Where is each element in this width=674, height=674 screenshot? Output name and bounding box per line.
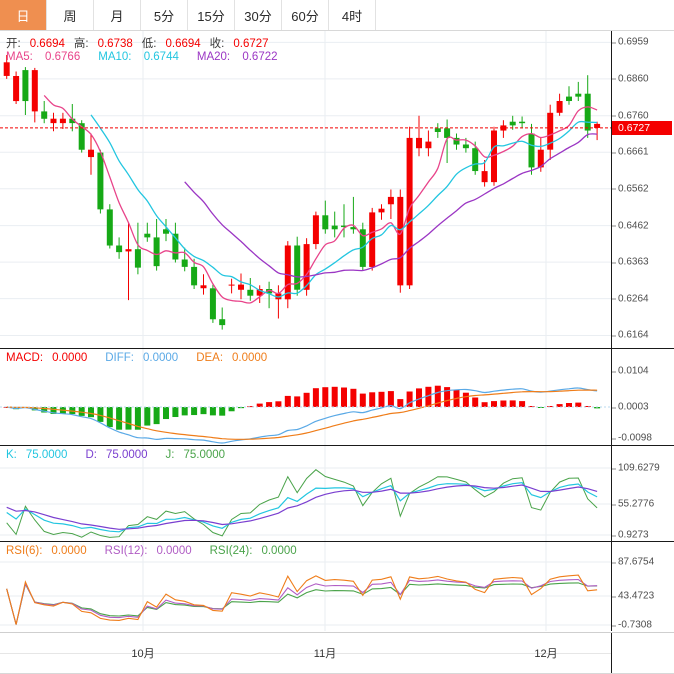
date-axis: 10月 11月 12月 <box>0 632 674 674</box>
tab-15min[interactable]: 15分 <box>188 0 235 30</box>
date-label-1: 11月 <box>313 648 337 660</box>
panel-divider-2 <box>0 445 674 446</box>
period-tab-bar: 日周月 5分 15分 30分 60分 4时 <box>0 0 674 31</box>
date-axis-rule <box>0 653 611 654</box>
tab-week[interactable]: 周 <box>47 0 94 30</box>
price-axis-tick-8: 0.6164 <box>612 330 649 341</box>
tab-60min[interactable]: 60分 <box>282 0 329 30</box>
price-axis-tick-4: 0.6562 <box>612 183 649 194</box>
date-axis-right-gutter <box>611 633 674 673</box>
rsi-panel[interactable]: 87.6754 43.4723 -0.7308 RSI(6): 0.0000 RSI(1… <box>0 542 674 631</box>
date-label-0: 10月 <box>131 648 155 660</box>
kdj-svg <box>0 446 611 541</box>
panel-divider-3 <box>0 541 674 542</box>
macd-tick-2: -0.0098 <box>612 433 652 444</box>
macd-panel[interactable]: 0.0104 0.0003 -0.0098 MACD: 0.0000 DIFF: 0.00… <box>0 349 674 445</box>
candlestick-panel[interactable]: 0.6959 0.6860 0.6760 0.6661 0.6562 0.6462 0.63… <box>0 31 674 348</box>
rsi-plot-area[interactable] <box>0 542 611 631</box>
kdj-tick-0: 109.6279 <box>612 463 660 474</box>
price-axis-tick-0: 0.6959 <box>612 37 649 48</box>
macd-svg <box>0 349 611 445</box>
price-axis-tick-7: 0.6264 <box>612 293 649 304</box>
tab-5min[interactable]: 5分 <box>141 0 188 30</box>
rsi-axis: 87.6754 43.4723 -0.7308 <box>611 542 674 631</box>
rsi-tick-2: -0.7308 <box>612 620 652 631</box>
price-axis-tick-3: 0.6661 <box>612 147 649 158</box>
rsi-tick-0: 87.6754 <box>612 557 654 568</box>
macd-tick-1: 0.0003 <box>612 402 649 413</box>
macd-plot-area[interactable] <box>0 349 611 445</box>
kdj-tick-2: 0.9273 <box>612 530 649 541</box>
tab-4hour[interactable]: 4时 <box>329 0 376 30</box>
price-axis: 0.6959 0.6860 0.6760 0.6661 0.6562 0.6462 0.63… <box>611 31 674 348</box>
candlestick-plot-area[interactable] <box>0 31 611 348</box>
rsi-tick-1: 43.4723 <box>612 591 654 602</box>
macd-tick-0: 0.0104 <box>612 366 649 377</box>
candlestick-svg <box>0 31 611 348</box>
current-price-badge: 0.6727 <box>612 120 672 135</box>
tab-month[interactable]: 月 <box>94 0 141 30</box>
rsi-svg <box>0 542 611 631</box>
tab-30min[interactable]: 30分 <box>235 0 282 30</box>
macd-axis: 0.0104 0.0003 -0.0098 <box>611 349 674 445</box>
price-axis-tick-5: 0.6462 <box>612 220 649 231</box>
price-axis-tick-2: 0.6760 <box>612 110 649 121</box>
kdj-tick-1: 55.2776 <box>612 499 654 510</box>
panel-divider-1 <box>0 348 674 349</box>
kdj-axis: 109.6279 55.2776 0.9273 <box>611 446 674 541</box>
kdj-panel[interactable]: 109.6279 55.2776 0.9273 K: 75.0000 D: 75.0000… <box>0 446 674 541</box>
kdj-plot-area[interactable] <box>0 446 611 541</box>
tab-bar-filler <box>376 0 674 30</box>
date-label-2: 12月 <box>534 648 558 660</box>
price-axis-tick-1: 0.6860 <box>612 73 649 84</box>
tab-day[interactable]: 日 <box>0 0 47 30</box>
price-axis-tick-6: 0.6363 <box>612 257 649 268</box>
